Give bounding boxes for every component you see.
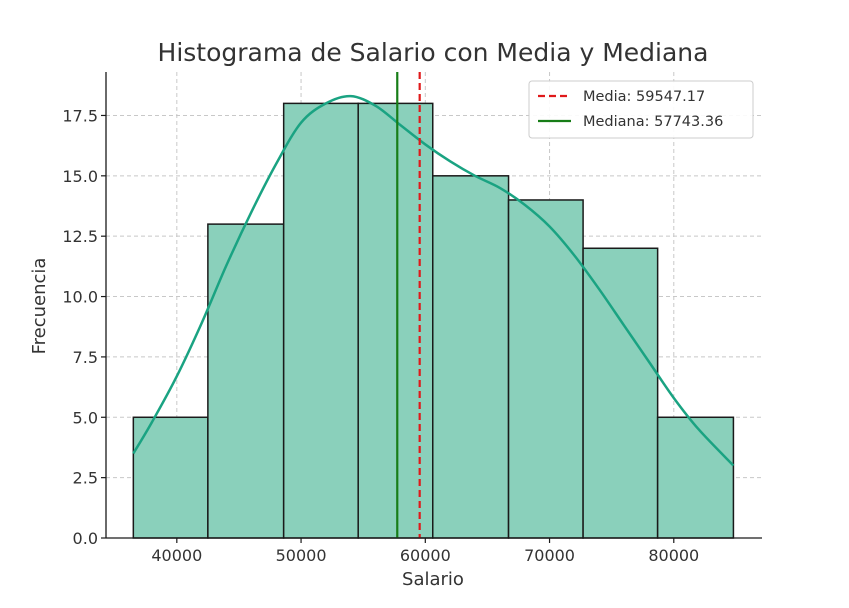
y-tick-label: 7.5 (73, 348, 98, 367)
x-tick-label: 70000 (524, 546, 575, 565)
kde-curve (132, 94, 735, 467)
histogram-bar (656, 416, 735, 539)
y-tick-label: 2.5 (73, 469, 98, 488)
histogram-bar (507, 199, 584, 539)
histogram-bar (357, 102, 434, 539)
legend-label-mean: Media: 59547.17 (583, 89, 705, 105)
x-tick-label: 80000 (648, 546, 699, 565)
histogram-bar (432, 175, 510, 539)
tick-labels: 40000 50000 60000 70000 80000 0.0 2.5 5.0 7.5 10.… (62, 106, 699, 565)
y-tick-label: 17.5 (62, 106, 98, 125)
y-tick-label: 10.0 (62, 288, 98, 307)
histogram-bar (582, 247, 659, 539)
x-tick-label: 60000 (400, 546, 451, 565)
x-axis-label: Salario (402, 569, 464, 590)
x-tick-label: 40000 (151, 546, 202, 565)
axes (105, 72, 762, 539)
legend-label-median: Mediana: 57743.36 (583, 114, 723, 130)
reference-lines (396, 72, 421, 538)
y-tick-label: 0.0 (73, 529, 98, 548)
x-tick-label: 50000 (276, 546, 327, 565)
legend-box (528, 80, 754, 139)
kde-curve-group (132, 94, 735, 467)
y-tick-label: 15.0 (62, 167, 98, 186)
y-tick-label: 12.5 (62, 227, 98, 246)
legend: Media: 59547.17 Mediana: 57743.36 (528, 80, 754, 139)
histogram-bar (282, 102, 359, 539)
chart-title: Histograma de Salario con Media y Median… (158, 38, 709, 67)
histogram-bar (207, 223, 285, 539)
y-axis-label: Frecuencia (29, 258, 50, 355)
y-tick-label: 5.0 (73, 408, 98, 427)
histogram-bars (132, 102, 735, 539)
